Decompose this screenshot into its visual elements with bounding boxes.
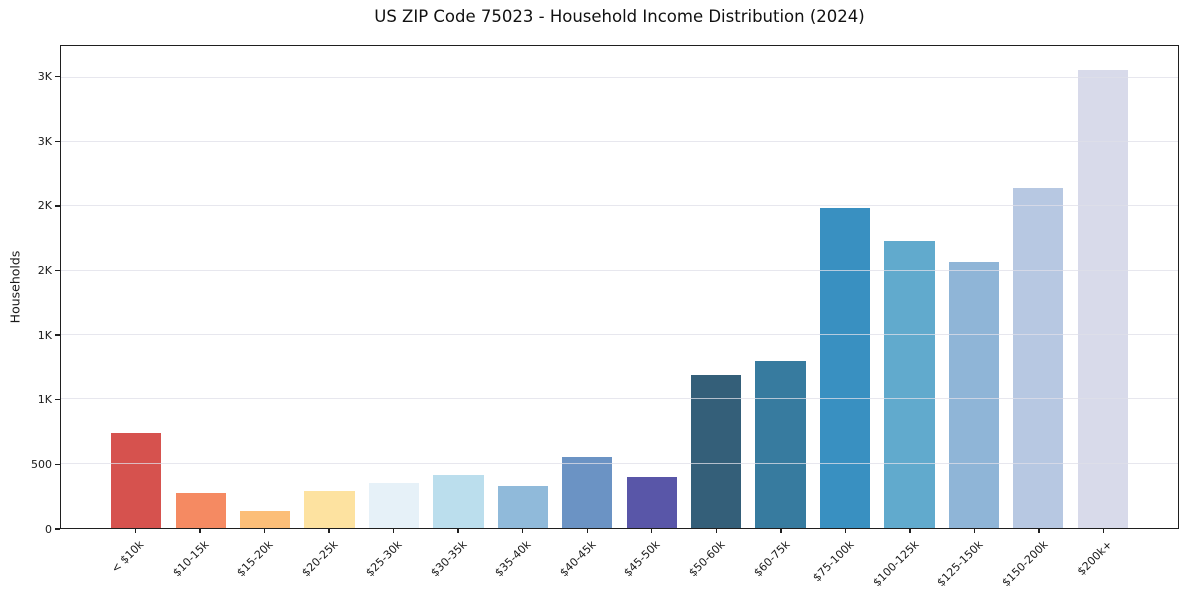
bar-slot — [104, 46, 168, 528]
x-tick-label-$35-40k: $35-40k — [492, 538, 534, 580]
bar-slot — [491, 46, 555, 528]
y-tick-mark — [55, 399, 60, 401]
x-axis-labels: < $10k $10-15k $15-20k $20-25k $25-30k $30-35… — [60, 534, 1179, 590]
bar-$200k+ — [1077, 69, 1128, 528]
x-tick-mark — [392, 528, 395, 533]
bar-slot — [426, 46, 490, 528]
x-tick-mark — [134, 528, 136, 533]
bar-slot — [1071, 46, 1135, 528]
y-tick-label-3500: 3K — [37, 70, 52, 84]
x-tick-label-$45-50k: $45-50k — [621, 538, 663, 580]
x-tick-mark — [651, 528, 653, 533]
bar-$15-20k — [239, 510, 291, 528]
bar-slot — [942, 46, 1006, 528]
x-tick-mark — [909, 528, 911, 533]
x-tick-label-$150-200k: $150-200k — [999, 538, 1051, 590]
y-axis-label: Households — [7, 250, 23, 324]
x-tick-label-< $10k: < $10k — [108, 538, 147, 576]
bar-$150-200k — [1013, 188, 1064, 528]
x-tick-label-$30-35k: $30-35k — [428, 538, 470, 580]
x-tick-label-$75-100k: $75-100k — [810, 538, 857, 585]
x-tick-mark — [1103, 528, 1105, 533]
x-tick-label-$15-20k: $15-20k — [234, 538, 276, 580]
bar-$60-75k — [755, 360, 806, 528]
bar-slot — [620, 46, 684, 528]
x-tick-mark — [199, 528, 201, 533]
bar-$10-15k — [175, 492, 226, 528]
x-tick-label-$100-125k: $100-125k — [870, 538, 922, 590]
bar-$25-30k — [368, 482, 420, 528]
x-tick-mark — [586, 528, 588, 533]
x-tick-mark — [780, 528, 782, 533]
bar-$75-100k — [819, 207, 871, 528]
bar-$35-40k — [497, 485, 548, 528]
y-tick-label-1000: 1K — [37, 393, 52, 407]
y-tick-label-2000: 2K — [37, 264, 52, 278]
bar-slot — [362, 46, 426, 528]
x-tick-label-$20-25k: $20-25k — [298, 538, 341, 580]
bar-$45-50k — [626, 476, 677, 528]
y-tick-label-0: 0 — [45, 522, 52, 536]
x-tick-mark — [521, 528, 524, 533]
x-tick-mark — [457, 528, 459, 533]
bar-slot — [168, 46, 232, 528]
x-tick-mark — [263, 528, 266, 533]
x-tick-mark — [1038, 528, 1040, 533]
bar-slot — [297, 46, 361, 528]
bar-slot — [555, 46, 619, 528]
x-tick-mark — [844, 528, 847, 533]
bar-slot — [877, 46, 941, 528]
bar-$125-150k — [948, 262, 1000, 528]
y-tick-mark — [55, 205, 60, 207]
bar-slot — [1006, 46, 1070, 528]
bars-container — [61, 46, 1178, 528]
y-tick-label-1500: 1K — [37, 328, 52, 342]
y-tick-mark — [55, 269, 60, 272]
bar-$30-35k — [433, 474, 484, 528]
chart-title: US ZIP Code 75023 - Household Income Dis… — [374, 7, 865, 26]
y-tick-mark — [55, 334, 60, 336]
x-tick-label-$10-15k: $10-15k — [169, 538, 212, 580]
y-tick-mark — [55, 528, 60, 530]
y-tick-label-500: 500 — [31, 457, 52, 471]
y-tick-mark — [55, 463, 60, 466]
bar-$50-60k — [691, 374, 742, 528]
x-tick-label-$60-75k: $60-75k — [750, 538, 793, 580]
bar-slot — [233, 46, 297, 528]
x-tick-label-$125-150k: $125-150k — [934, 538, 986, 590]
y-tick-mark — [55, 140, 60, 142]
bar-slot — [748, 46, 812, 528]
x-tick-mark — [973, 528, 976, 533]
x-tick-label-$200k+: $200k+ — [1074, 538, 1115, 579]
bar-< $10k — [111, 433, 162, 528]
bar-$40-45k — [562, 456, 613, 528]
bar-slot — [684, 46, 748, 528]
y-tick-mark — [55, 75, 60, 78]
bar-slot — [813, 46, 877, 528]
bar-$20-25k — [304, 490, 355, 528]
bar-$100-125k — [884, 241, 935, 528]
y-tick-label-2500: 2K — [37, 199, 52, 213]
x-tick-label-$40-45k: $40-45k — [557, 538, 599, 580]
plot-area — [60, 45, 1179, 529]
x-tick-mark — [715, 528, 718, 533]
x-tick-mark — [328, 528, 330, 533]
x-tick-label-$25-30k: $25-30k — [363, 538, 405, 580]
x-tick-label-$50-60k: $50-60k — [686, 538, 728, 580]
y-tick-label-3000: 3K — [37, 134, 52, 148]
